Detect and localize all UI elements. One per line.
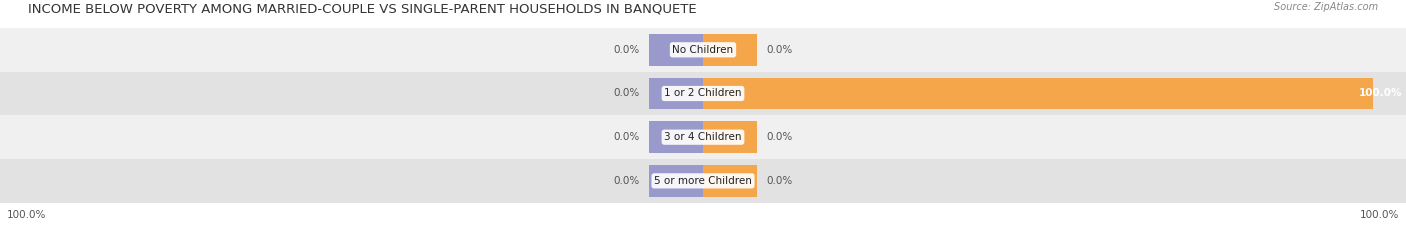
Text: 0.0%: 0.0%: [613, 45, 640, 55]
Text: 3 or 4 Children: 3 or 4 Children: [664, 132, 742, 142]
Text: 0.0%: 0.0%: [613, 132, 640, 142]
Bar: [703, 165, 756, 197]
Text: 0.0%: 0.0%: [613, 89, 640, 99]
Text: 5 or more Children: 5 or more Children: [654, 176, 752, 186]
Text: 100.0%: 100.0%: [7, 210, 46, 220]
Bar: [650, 121, 703, 153]
Bar: [703, 78, 1372, 109]
Text: 100.0%: 100.0%: [1360, 210, 1399, 220]
Bar: [703, 34, 756, 65]
Bar: [0, 72, 1406, 115]
Text: 100.0%: 100.0%: [1360, 89, 1403, 99]
Text: 0.0%: 0.0%: [766, 176, 793, 186]
Bar: [650, 78, 703, 109]
Text: Source: ZipAtlas.com: Source: ZipAtlas.com: [1274, 2, 1378, 12]
Bar: [650, 165, 703, 197]
Text: 1 or 2 Children: 1 or 2 Children: [664, 89, 742, 99]
Bar: [0, 159, 1406, 203]
Text: 0.0%: 0.0%: [766, 132, 793, 142]
Bar: [650, 34, 703, 65]
Text: INCOME BELOW POVERTY AMONG MARRIED-COUPLE VS SINGLE-PARENT HOUSEHOLDS IN BANQUET: INCOME BELOW POVERTY AMONG MARRIED-COUPL…: [28, 2, 697, 15]
Bar: [703, 121, 756, 153]
Text: 0.0%: 0.0%: [766, 45, 793, 55]
Bar: [0, 28, 1406, 72]
Bar: [0, 115, 1406, 159]
Text: No Children: No Children: [672, 45, 734, 55]
Text: 0.0%: 0.0%: [613, 176, 640, 186]
